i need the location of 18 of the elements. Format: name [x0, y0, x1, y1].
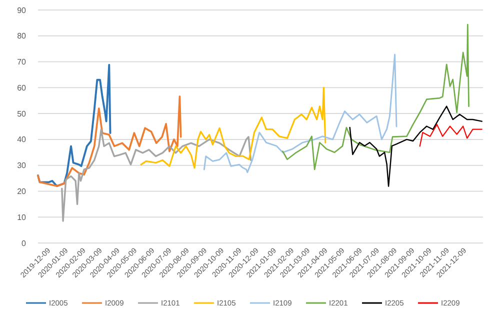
y-tick-label: 60	[17, 83, 27, 92]
line-series	[37, 64, 112, 188]
y-tick-label: 40	[17, 135, 27, 144]
y-tick-label: 0	[22, 238, 27, 248]
line-series	[282, 24, 470, 170]
y-tick-label: 20	[17, 187, 27, 196]
line-series	[61, 128, 252, 222]
line-series	[140, 86, 326, 169]
y-tick-label: 30	[17, 161, 27, 170]
line-series	[37, 96, 182, 187]
y-tick-label: 90	[17, 6, 27, 15]
line-series	[349, 106, 482, 187]
y-tick-label: 50	[17, 109, 27, 118]
line-series	[419, 124, 482, 147]
y-tick-label: 80	[17, 32, 27, 41]
y-tick-label: 70	[17, 58, 27, 67]
line-series	[203, 54, 398, 174]
y-tick-label: 10	[17, 212, 27, 222]
